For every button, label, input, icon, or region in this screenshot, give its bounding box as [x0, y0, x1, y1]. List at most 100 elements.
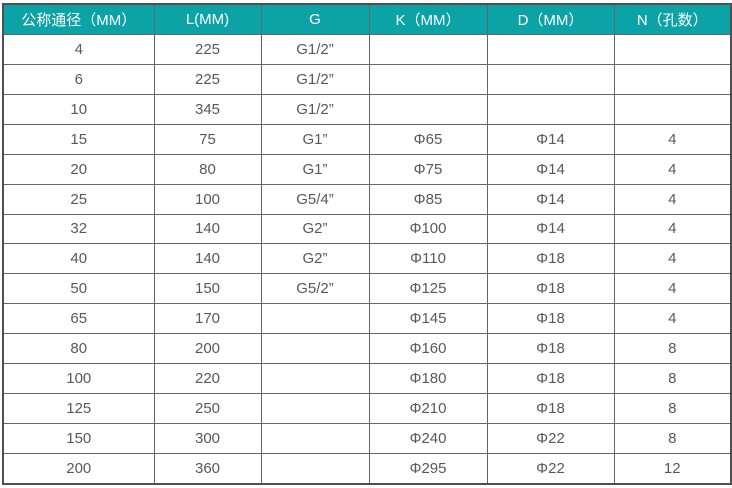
- table-cell: Φ180: [368, 363, 488, 395]
- table-cell: 6: [2, 63, 155, 95]
- table-cell: G5/4”: [260, 183, 370, 215]
- table-cell: [260, 333, 370, 365]
- table-cell: Φ18: [486, 363, 615, 395]
- table-row: 65 170 Φ145 Φ18 4: [2, 303, 732, 335]
- table-row: 40 140 G2” Φ110 Φ18 4: [2, 243, 732, 275]
- table-cell: [486, 34, 615, 65]
- table-cell: Φ22: [486, 452, 615, 485]
- table-row: 100 220 Φ180 Φ18 8: [2, 363, 732, 395]
- table-cell: 10: [2, 93, 155, 125]
- table-cell: 8: [613, 333, 732, 365]
- table-cell: [260, 303, 370, 335]
- table-cell: [368, 93, 488, 125]
- table-cell: [613, 93, 732, 125]
- table-cell: 170: [153, 303, 262, 335]
- table-cell: 100: [2, 363, 155, 395]
- table-row: 10 345 G1/2”: [2, 93, 732, 125]
- table-cell: [368, 63, 488, 95]
- table-cell: Φ14: [486, 123, 615, 155]
- table-cell: 4: [613, 273, 732, 305]
- table-cell: 8: [613, 363, 732, 395]
- table-cell: Φ18: [486, 273, 615, 305]
- table-cell: G1”: [260, 153, 370, 185]
- table-cell: 220: [153, 363, 262, 395]
- table-cell: 360: [153, 452, 262, 485]
- table-cell: Φ100: [368, 213, 488, 245]
- table-cell: 225: [153, 63, 262, 95]
- table-cell: [613, 63, 732, 95]
- table-row: 6 225 G1/2”: [2, 63, 732, 95]
- table-cell: 4: [613, 213, 732, 245]
- column-header-length: L(MM): [153, 3, 262, 35]
- table-cell: Φ22: [486, 422, 615, 454]
- table-cell: Φ18: [486, 243, 615, 275]
- table-cell: 20: [2, 153, 155, 185]
- table-cell: G1”: [260, 123, 370, 155]
- table-cell: [486, 63, 615, 95]
- table-cell: 25: [2, 183, 155, 215]
- column-header-nominal-diameter: 公称通径（MM）: [2, 3, 155, 35]
- table-cell: [260, 452, 370, 485]
- table-cell: G5/2”: [260, 273, 370, 305]
- table-cell: G1/2”: [260, 63, 370, 95]
- table-cell: 140: [153, 243, 262, 275]
- table-cell: [260, 363, 370, 395]
- table-header-row: 公称通径（MM） L(MM) G K（MM） D（MM） N（孔数）: [2, 3, 732, 35]
- table-cell: [260, 422, 370, 454]
- table-cell: Φ240: [368, 422, 488, 454]
- table-cell: G1/2”: [260, 93, 370, 125]
- table-cell: 50: [2, 273, 155, 305]
- table-cell: [368, 34, 488, 65]
- table-cell: 125: [2, 393, 155, 424]
- table-row: 150 300 Φ240 Φ22 8: [2, 422, 732, 454]
- table-cell: Φ14: [486, 213, 615, 245]
- table-cell: Φ125: [368, 273, 488, 305]
- table-cell: 4: [613, 243, 732, 275]
- table-cell: Φ18: [486, 393, 615, 424]
- table-cell: 15: [2, 123, 155, 155]
- table-cell: G1/2”: [260, 34, 370, 65]
- table-cell: G2”: [260, 243, 370, 275]
- column-header-hole-diameter: D（MM）: [486, 3, 615, 35]
- table-cell: 40: [2, 243, 155, 275]
- table-row: 15 75 G1” Φ65 Φ14 4: [2, 123, 732, 155]
- table-cell: Φ85: [368, 183, 488, 215]
- table-cell: Φ75: [368, 153, 488, 185]
- table-cell: [260, 393, 370, 424]
- table-cell: 345: [153, 93, 262, 125]
- table-cell: Φ160: [368, 333, 488, 365]
- table-header: 公称通径（MM） L(MM) G K（MM） D（MM） N（孔数）: [2, 3, 732, 35]
- table-cell: [613, 34, 732, 65]
- table-row: 32 140 G2” Φ100 Φ14 4: [2, 213, 732, 245]
- table-cell: 225: [153, 34, 262, 65]
- table-cell: 80: [2, 333, 155, 365]
- table-cell: Φ210: [368, 393, 488, 424]
- table-cell: 150: [153, 273, 262, 305]
- table-cell: 4: [613, 123, 732, 155]
- table-cell: 100: [153, 183, 262, 215]
- table-cell: 8: [613, 422, 732, 454]
- table-cell: Φ295: [368, 452, 488, 485]
- table-row: 80 200 Φ160 Φ18 8: [2, 333, 732, 365]
- table-row: 200 360 Φ295 Φ22 12: [2, 452, 732, 485]
- table-cell: Φ18: [486, 303, 615, 335]
- column-header-thread: G: [260, 3, 370, 35]
- column-header-bolt-circle: K（MM）: [368, 3, 488, 35]
- table-cell: G2”: [260, 213, 370, 245]
- table-row: 125 250 Φ210 Φ18 8: [2, 393, 732, 424]
- table-cell: 80: [153, 153, 262, 185]
- table-cell: Φ65: [368, 123, 488, 155]
- table-cell: Φ145: [368, 303, 488, 335]
- table-row: 50 150 G5/2” Φ125 Φ18 4: [2, 273, 732, 305]
- table-cell: Φ18: [486, 333, 615, 365]
- table-body: 4 225 G1/2” 6 225 G1/2” 10 345 G1/2” 15 75 G1” Φ65 Φ1…: [2, 34, 732, 485]
- table-cell: 200: [2, 452, 155, 485]
- table-cell: 250: [153, 393, 262, 424]
- table-cell: 150: [2, 422, 155, 454]
- table-cell: 12: [613, 452, 732, 485]
- table-cell: Φ110: [368, 243, 488, 275]
- table-cell: 300: [153, 422, 262, 454]
- table-cell: 140: [153, 213, 262, 245]
- column-header-hole-count: N（孔数）: [613, 3, 732, 35]
